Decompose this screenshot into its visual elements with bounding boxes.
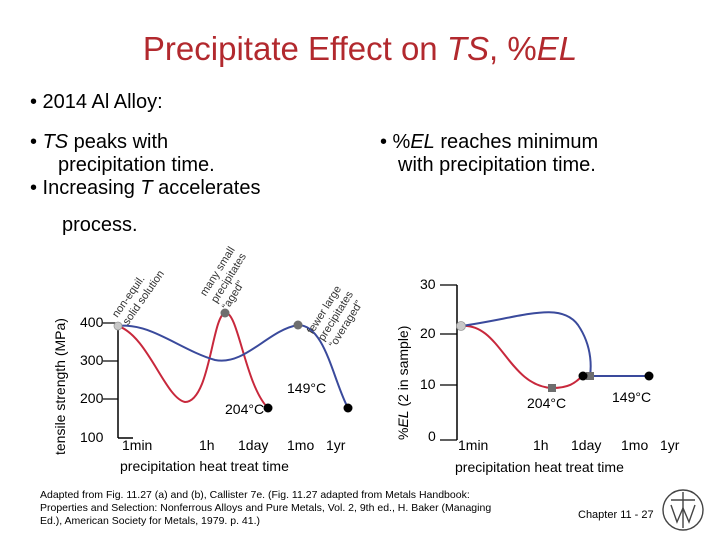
left-temp-204: 204°C xyxy=(225,401,265,417)
right-xtick-label: 1day xyxy=(571,437,602,453)
bullet-text: accelerates xyxy=(152,177,261,199)
bullet-alloy: • 2014 Al Alloy: xyxy=(30,91,163,113)
left-xtick-label: 1mo xyxy=(287,437,315,453)
left-point-peak-blue xyxy=(293,320,303,330)
citation-line: Ed.), American Society for Metals, 1979.… xyxy=(40,515,261,527)
left-y-axis-label: tensile strength (MPa) xyxy=(52,318,68,455)
right-xtick-label: 1min xyxy=(458,437,489,453)
t-term: T xyxy=(140,177,153,199)
right-xtick-label: 1yr xyxy=(660,437,680,453)
left-xtick-label: 1min xyxy=(122,437,153,453)
right-ytick-label: 0 xyxy=(428,428,436,444)
left-point-peak-red xyxy=(220,308,230,318)
left-ytick-label: 300 xyxy=(80,352,104,368)
right-ytick-label: 30 xyxy=(420,276,436,292)
left-ytick-label: 400 xyxy=(80,314,104,330)
left-bullet-1: • TS peaks with xyxy=(30,131,168,154)
title-ts: TS xyxy=(446,30,489,67)
right-curve-204c xyxy=(460,324,584,390)
bullet-text: peaks with xyxy=(68,131,169,153)
right-ytick-label: 10 xyxy=(420,376,436,392)
right-point-end-red xyxy=(578,371,588,381)
title-el: EL xyxy=(536,30,578,67)
right-point-start xyxy=(456,321,466,331)
ylabel-part: (2 in sample) xyxy=(395,325,411,411)
university-logo xyxy=(662,489,704,531)
el-term: EL xyxy=(410,131,435,153)
left-curve-149c xyxy=(117,323,349,409)
title-prefix: Precipitate Effect on xyxy=(142,30,447,67)
slide-title: Precipitate Effect on TS, %EL xyxy=(0,30,720,68)
citation-line: Adapted from Fig. 11.27 (a) and (b), Cal… xyxy=(40,489,470,501)
title-comma: , % xyxy=(489,30,537,67)
source-citation: Adapted from Fig. 11.27 (a) and (b), Cal… xyxy=(40,489,491,528)
left-curve-204c xyxy=(117,312,269,409)
ylabel-part: % xyxy=(395,427,411,440)
right-bullet-1-line2: with precipitation time. xyxy=(398,154,596,176)
right-bullet-1: • %EL reaches minimum xyxy=(380,131,598,154)
left-temp-149: 149°C xyxy=(287,380,327,396)
right-y-axis-label: %EL (2 in sample) xyxy=(395,326,411,440)
right-xtick-label: 1h xyxy=(533,437,549,453)
left-xtick-label: 1h xyxy=(199,437,215,453)
left-bullet-2: • Increasing T accelerates xyxy=(30,177,260,200)
ts-term: TS xyxy=(42,131,69,153)
right-ytick-label: 20 xyxy=(420,325,436,341)
left-xtick-label: 1day xyxy=(238,437,269,453)
left-bullet-2-line2: process. xyxy=(62,214,138,236)
bullet-text: reaches minimum xyxy=(434,131,599,153)
left-point-end-blue xyxy=(343,403,353,413)
left-x-axis-label: precipitation heat treat time xyxy=(120,458,289,474)
bullet-dot: • % xyxy=(380,131,411,153)
right-x-axis-label: precipitation heat treat time xyxy=(455,459,624,475)
right-point-min-red xyxy=(548,384,556,392)
right-point-min-blue xyxy=(586,372,594,380)
bullet-dot: • xyxy=(30,131,43,153)
left-bullet-1-line2: precipitation time. xyxy=(58,154,215,176)
right-temp-204: 204°C xyxy=(527,395,567,411)
left-xtick-label: 1yr xyxy=(326,437,346,453)
left-point-start xyxy=(113,321,123,331)
left-point-end-red xyxy=(263,403,273,413)
left-ytick-label: 100 xyxy=(80,429,104,445)
chapter-page-label: Chapter 11 - 27 xyxy=(578,509,654,521)
right-point-end-blue xyxy=(644,371,654,381)
ylabel-el: EL xyxy=(395,410,411,428)
right-temp-149: 149°C xyxy=(612,389,652,405)
right-curve-149c xyxy=(460,311,649,377)
bullet-text: • Increasing xyxy=(30,177,141,199)
right-xtick-label: 1mo xyxy=(621,437,649,453)
citation-line: Properties and Selection: Nonferrous All… xyxy=(40,502,492,514)
left-ytick-label: 200 xyxy=(80,390,104,406)
